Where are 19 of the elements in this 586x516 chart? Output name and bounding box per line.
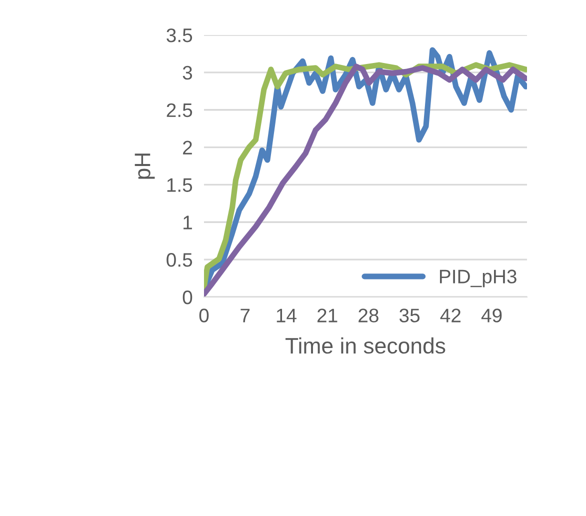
x-tick-label: 49 bbox=[481, 308, 502, 322]
y-tick-label: 1.5 bbox=[167, 178, 192, 192]
legend-label: PID_pH3 bbox=[440, 270, 516, 288]
y-axis-title: pH bbox=[134, 154, 155, 179]
y-tick-label: 0 bbox=[182, 290, 192, 304]
x-tick-label: 42 bbox=[440, 308, 460, 322]
y-tick-label: 3.5 bbox=[166, 28, 192, 42]
y-tick-label: 3 bbox=[182, 66, 192, 80]
x-tick-label: 21 bbox=[317, 308, 338, 322]
y-tick-label: 2 bbox=[183, 140, 192, 154]
x-axis-title: Time in seconds bbox=[286, 337, 446, 354]
x-tick-label: 7 bbox=[240, 308, 250, 322]
x-tick-label: 14 bbox=[276, 308, 296, 322]
y-tick-label: 0.5 bbox=[166, 253, 192, 267]
y-tick-label: 2.5 bbox=[166, 103, 192, 118]
y-tick-label: 1 bbox=[184, 216, 192, 230]
x-tick-label: 0 bbox=[199, 308, 209, 322]
x-tick-label: 28 bbox=[358, 308, 378, 322]
x-tick-label: 35 bbox=[399, 308, 420, 322]
